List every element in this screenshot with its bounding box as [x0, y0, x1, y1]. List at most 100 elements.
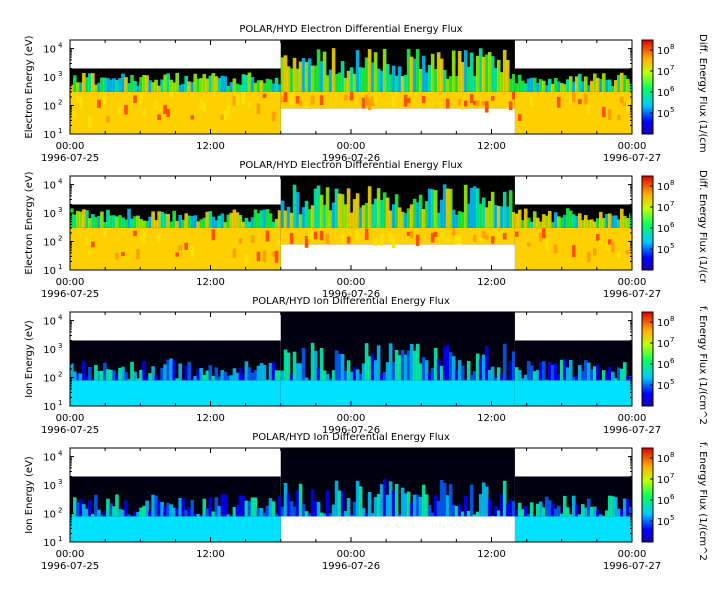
flux-strip — [151, 494, 155, 517]
flux-strip — [475, 511, 480, 517]
flux-strip — [400, 76, 405, 92]
flux-strip — [547, 500, 552, 517]
flux-strip — [352, 199, 357, 228]
flux-strip — [337, 490, 342, 517]
flux-strip — [169, 504, 173, 517]
flux-strip — [301, 207, 306, 228]
flux-strip — [463, 495, 468, 517]
flux-strip — [301, 504, 306, 517]
y-tick-exponent: 1 — [58, 535, 62, 543]
flux-strip — [415, 202, 420, 228]
flux-strip — [370, 513, 375, 517]
flux-strip — [568, 359, 573, 381]
flux-strip — [163, 364, 167, 381]
flux-strip — [430, 232, 435, 243]
flux-strip — [142, 75, 146, 92]
flux-strip — [415, 49, 420, 92]
x-tick-time: 00:00 — [337, 277, 366, 288]
flux-strip — [109, 79, 113, 92]
flux-strip — [148, 373, 152, 381]
flux-strip — [544, 496, 549, 517]
flux-strip — [151, 211, 155, 228]
flux-strip — [307, 379, 312, 381]
flux-strip — [307, 513, 312, 517]
x-tick-date: 1996-07-26 — [322, 289, 380, 300]
flux-strip — [484, 207, 489, 228]
flux-strip — [607, 366, 612, 381]
flux-strip — [349, 212, 354, 228]
flux-strip — [517, 114, 522, 121]
flux-strip — [277, 370, 282, 381]
flux-strip — [115, 374, 119, 381]
flux-strip — [559, 513, 564, 517]
flux-strip — [538, 221, 543, 228]
flux-strip — [73, 75, 77, 92]
flux-strip — [427, 373, 432, 381]
flux-strip — [475, 353, 480, 381]
flux-strip — [373, 52, 378, 92]
x-tick-time: 12:00 — [477, 141, 506, 152]
flux-strip — [481, 354, 486, 381]
flux-strip — [571, 495, 576, 517]
flux-strip — [583, 76, 588, 92]
flux-strip — [508, 78, 513, 92]
flux-strip — [145, 500, 149, 517]
flux-strip — [334, 73, 339, 92]
flux-strip — [256, 80, 261, 92]
flux-strip — [229, 375, 234, 381]
flux-strip — [403, 94, 408, 107]
flux-strip — [214, 367, 219, 381]
panel-title: POLAR/HYD Ion Differential Energy Flux — [252, 296, 450, 307]
flux-strip — [472, 75, 477, 92]
flux-strip — [169, 79, 173, 92]
flux-strip — [385, 197, 390, 228]
flux-strip — [124, 500, 128, 517]
flux-strip — [478, 494, 483, 517]
colorbar — [641, 175, 654, 271]
flux-strip — [241, 92, 246, 105]
flux-strip — [85, 210, 89, 228]
flux-strip — [319, 512, 324, 517]
x-tick-time: 12:00 — [477, 277, 506, 288]
flux-strip — [175, 252, 179, 257]
flux-strip — [91, 513, 95, 517]
flux-strip — [289, 93, 294, 105]
flux-strip — [481, 100, 486, 106]
flux-strip — [472, 514, 477, 517]
colorbar-tick-exponent: 5 — [670, 242, 674, 250]
flux-strip — [487, 201, 492, 228]
flux-strip — [142, 361, 146, 381]
flux-strip — [310, 489, 315, 517]
x-tick-time: 00:00 — [618, 277, 647, 288]
flux-strip — [346, 360, 351, 381]
flux-strip — [412, 198, 417, 228]
flux-strip — [466, 203, 471, 228]
flux-strip — [187, 215, 192, 228]
flux-strip — [592, 221, 597, 228]
flux-strip — [469, 484, 474, 517]
flux-strip — [181, 219, 186, 228]
flux-strip — [115, 79, 119, 92]
flux-strip — [520, 220, 525, 228]
flux-strip — [451, 356, 456, 381]
colorbar-tick-label: 10 — [657, 88, 670, 99]
flux-strip — [103, 95, 107, 104]
flux-strip — [583, 360, 588, 381]
flux-strip — [283, 349, 288, 381]
flux-strip — [430, 512, 435, 517]
flux-strip — [274, 513, 279, 517]
flux-strip — [361, 67, 366, 92]
flux-strip — [232, 507, 237, 517]
flux-strip — [424, 201, 429, 228]
flux-strip — [85, 376, 89, 381]
colorbar-tick-exponent: 6 — [670, 85, 675, 93]
flux-strip — [391, 65, 396, 92]
flux-strip — [382, 479, 387, 517]
flux-strip — [382, 48, 387, 92]
flux-strip — [103, 229, 107, 237]
flux-strip — [592, 366, 597, 381]
flux-strip — [202, 374, 207, 381]
flux-strip — [604, 510, 609, 517]
flux-strip — [349, 67, 354, 92]
flux-strip — [268, 213, 273, 228]
